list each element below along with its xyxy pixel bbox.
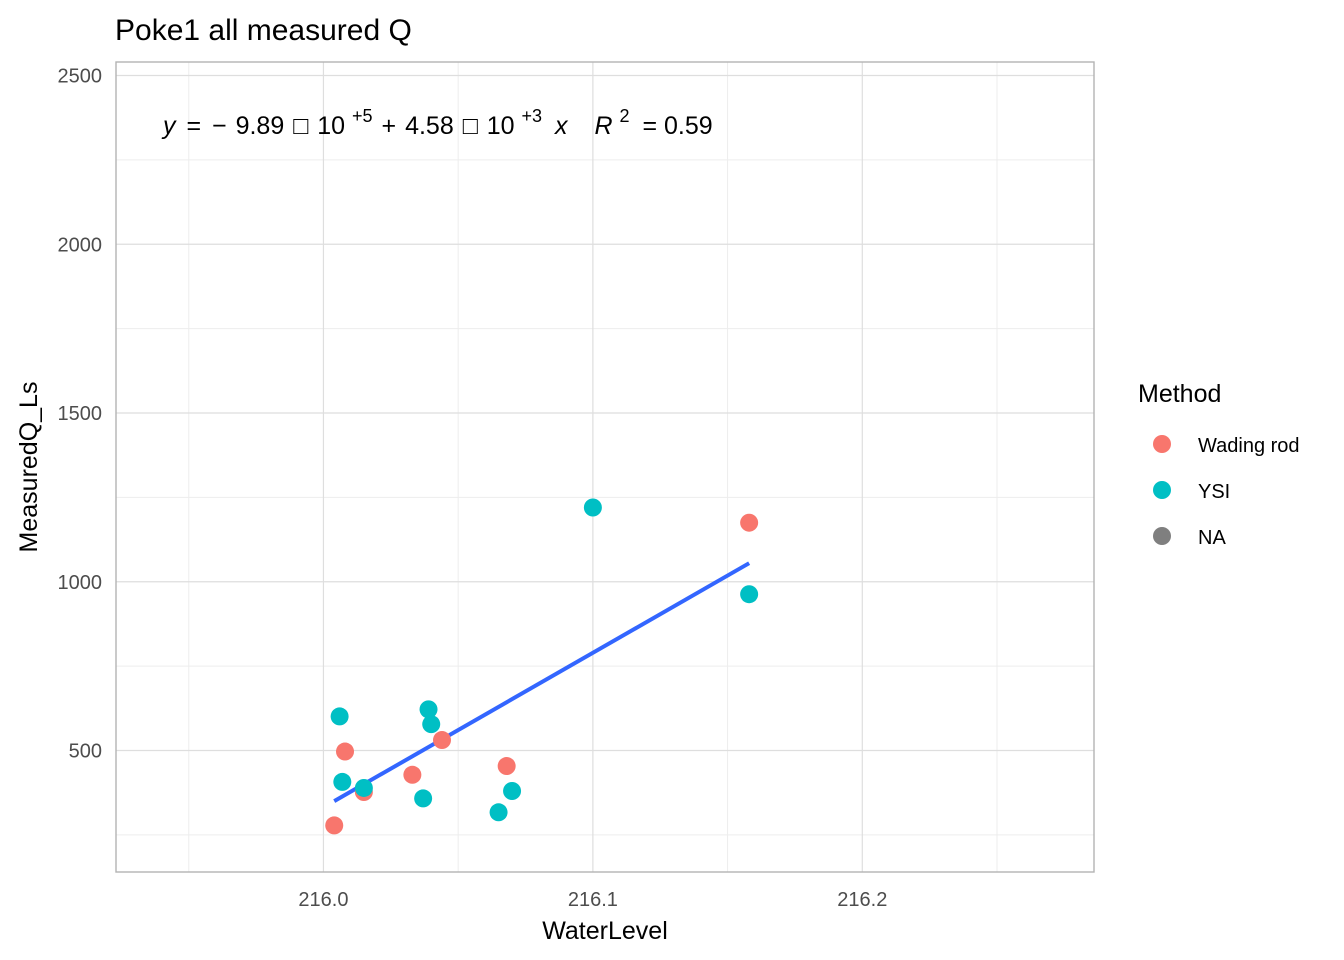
x-tick-label: 216.0: [298, 889, 348, 911]
data-point: [433, 731, 451, 750]
plot-panel: [116, 62, 1094, 872]
legend-label: Wading rod: [1198, 435, 1300, 457]
regression-line-layer: [333, 561, 751, 803]
data-point: [414, 789, 433, 808]
x-axis-ticks: 216.0 216.1 216.2: [298, 889, 887, 911]
plot-border: [115, 61, 1095, 873]
y-axis-title: MeasuredQ_Ls: [15, 382, 43, 553]
chart-title: Poke1 all measured Q: [115, 14, 412, 47]
data-point: [330, 707, 349, 726]
y-tick-label: 1000: [58, 572, 103, 594]
legend-key: [1153, 527, 1171, 545]
y-axis-ticks: 500 1000 1500 2000 2500: [58, 66, 103, 763]
data-point: [336, 742, 355, 761]
data-point: [489, 803, 508, 822]
major-gridlines: [116, 62, 1094, 872]
x-tick-label: 216.2: [837, 889, 887, 911]
y-tick-label: 1500: [58, 403, 103, 425]
data-point: [403, 765, 422, 784]
legend-key: [1153, 435, 1171, 453]
data-point: [740, 585, 759, 604]
data-point: [503, 782, 522, 800]
data-point: [333, 772, 352, 791]
data-point: [740, 513, 759, 532]
legend: Method Wading rod YSI NA: [1138, 380, 1300, 549]
data-point: [325, 816, 344, 835]
minor-gridlines: [116, 62, 1094, 872]
legend-key: [1153, 481, 1171, 499]
regression-line: [333, 561, 751, 803]
legend-title: Method: [1138, 380, 1221, 408]
y-tick-label: 500: [69, 741, 102, 763]
data-point: [422, 715, 441, 734]
legend-label: YSI: [1198, 481, 1230, 503]
data-point: [583, 498, 602, 517]
y-tick-label: 2000: [58, 234, 103, 256]
x-axis-title: WaterLevel: [542, 917, 668, 945]
data-point: [354, 778, 373, 797]
regression-equation: y = − 9.89 □ 10 +5 + 4.58 □ 10 +3 x R 2 …: [161, 100, 713, 140]
data-point: [497, 757, 516, 776]
legend-label: NA: [1198, 527, 1226, 549]
y-tick-label: 2500: [58, 66, 103, 88]
data-point: [419, 700, 438, 719]
x-tick-label: 216.1: [568, 889, 618, 911]
data-points: [325, 498, 759, 835]
